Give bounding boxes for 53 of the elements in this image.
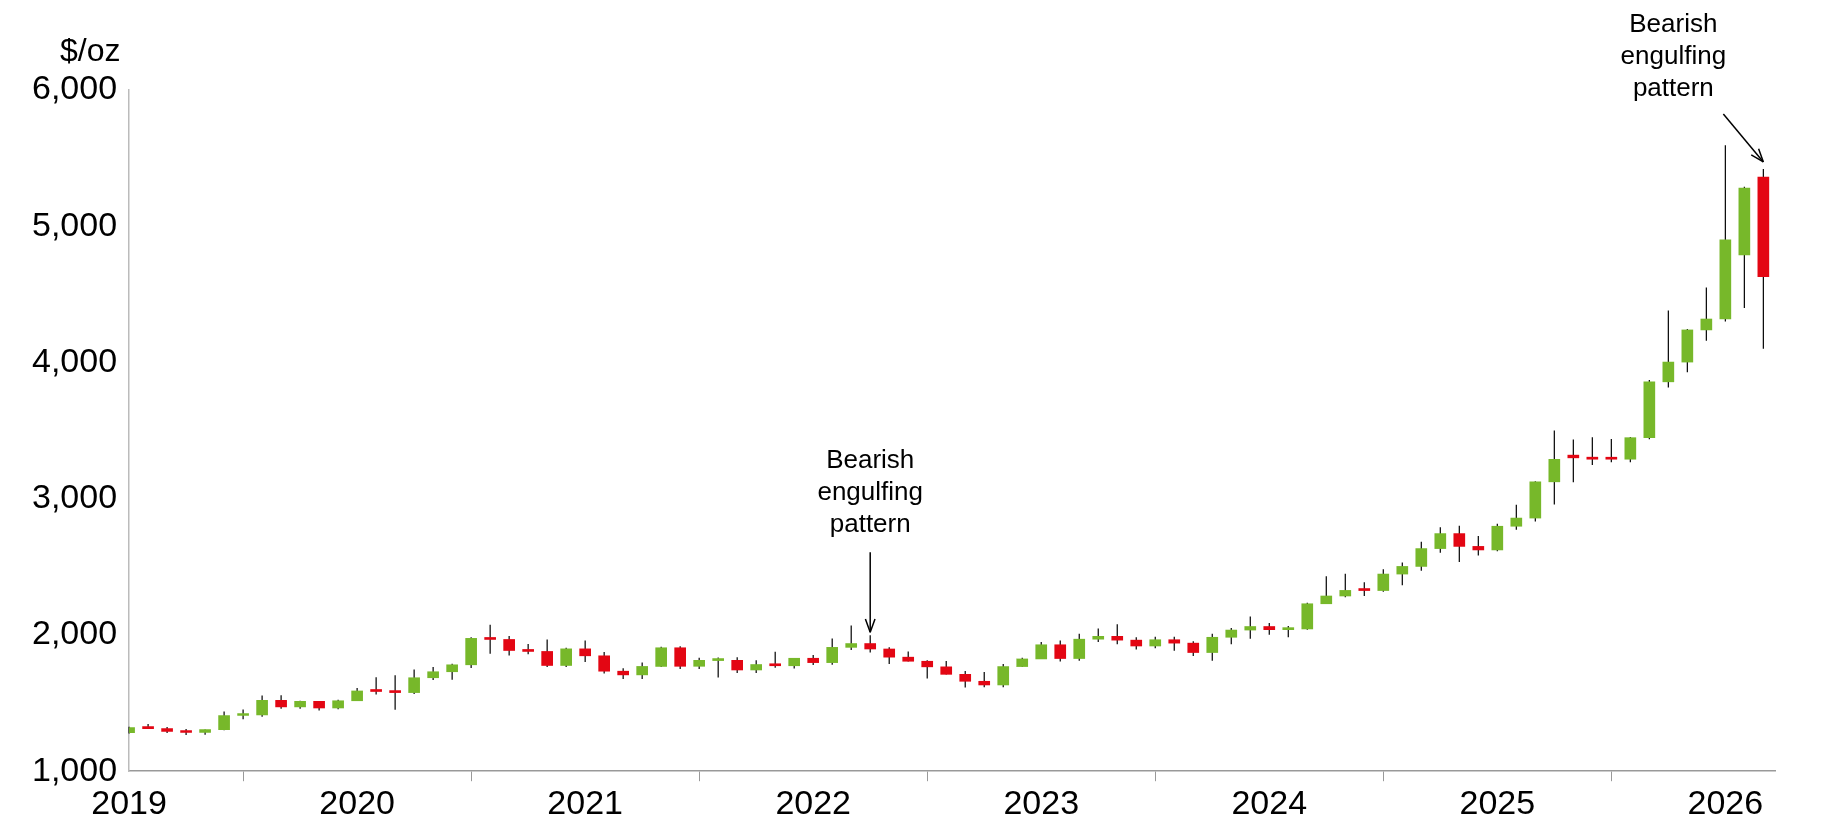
candlestick bbox=[1510, 504, 1523, 531]
y-tick-label: 2,000 bbox=[31, 613, 118, 652]
candlestick bbox=[1548, 430, 1561, 506]
candlestick bbox=[1586, 436, 1599, 466]
candlestick bbox=[1662, 309, 1675, 389]
candlestick bbox=[1567, 438, 1580, 483]
x-tick-label: 2025 bbox=[1459, 782, 1536, 821]
candlestick bbox=[579, 639, 591, 663]
candlestick bbox=[921, 659, 934, 680]
candlestick bbox=[1111, 623, 1124, 645]
candlestick bbox=[522, 643, 534, 655]
candlestick bbox=[1339, 573, 1352, 598]
candlestick bbox=[826, 637, 839, 666]
y-tick-label: 3,000 bbox=[31, 477, 118, 516]
annotation: Bearish engulfing pattern bbox=[817, 444, 923, 539]
y-tick-label: 5,000 bbox=[31, 204, 118, 243]
candlestick bbox=[370, 676, 382, 696]
candlestick bbox=[408, 668, 420, 695]
candlestick bbox=[1377, 568, 1390, 593]
candlestick bbox=[1244, 615, 1257, 640]
annotation: Bearish engulfing pattern bbox=[1620, 8, 1727, 103]
candlestick bbox=[1472, 535, 1485, 557]
candlestick bbox=[1054, 639, 1067, 663]
candlestick bbox=[997, 663, 1010, 688]
x-tick-label: 2026 bbox=[1687, 782, 1764, 821]
x-tick-label: 2022 bbox=[775, 782, 852, 821]
candlestick bbox=[1206, 633, 1219, 662]
candlestick bbox=[503, 635, 515, 657]
candlestick bbox=[1320, 575, 1333, 605]
y-tick-label: 6,000 bbox=[31, 68, 118, 107]
candlestick bbox=[389, 674, 401, 711]
y-axis-title: $/oz bbox=[60, 31, 121, 68]
candlestick bbox=[674, 645, 686, 670]
x-tick-label: 2021 bbox=[547, 782, 623, 821]
candlestick bbox=[560, 647, 572, 668]
candlestick bbox=[1415, 541, 1428, 572]
candlestick bbox=[598, 651, 610, 675]
x-tick-label: 2023 bbox=[1003, 782, 1080, 821]
y-tick-label: 4,000 bbox=[31, 340, 118, 379]
candlestick bbox=[256, 694, 268, 718]
candlestick bbox=[1434, 526, 1447, 554]
x-tick-label: 2024 bbox=[1231, 782, 1308, 821]
candlestick bbox=[845, 624, 858, 651]
candlestick bbox=[237, 708, 249, 720]
candlestick bbox=[1605, 438, 1618, 463]
candlestick bbox=[1700, 286, 1713, 342]
x-tick-label: 2020 bbox=[319, 782, 395, 821]
candlestick bbox=[541, 638, 553, 668]
candlestick bbox=[1396, 562, 1409, 586]
candlestick bbox=[484, 624, 496, 655]
candlestick bbox=[1073, 633, 1086, 662]
candlestick bbox=[1624, 436, 1637, 463]
candlestick bbox=[1453, 525, 1466, 563]
